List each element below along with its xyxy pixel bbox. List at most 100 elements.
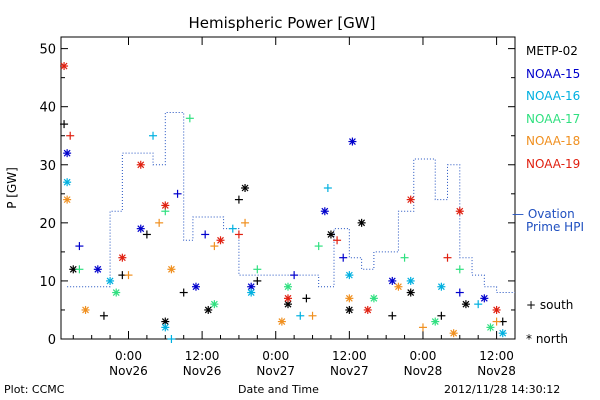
star-mark-d2 — [358, 219, 366, 227]
data-point — [418, 323, 427, 332]
data-point — [302, 294, 311, 303]
star-mark-d2 — [161, 318, 169, 326]
marker-north-label: north — [535, 332, 569, 346]
data-point — [161, 323, 170, 332]
star-mark-d2 — [63, 196, 71, 204]
data-point — [253, 276, 262, 285]
star-mark-d2 — [210, 300, 218, 308]
y-axis: 0 10 20 30 40 50 — [39, 43, 515, 348]
star-mark-d2 — [345, 294, 353, 302]
marker-legend-north: * north — [526, 332, 568, 346]
x-tick-label-date: Nov26 — [183, 364, 222, 378]
data-point — [492, 317, 501, 326]
star-mark-d2 — [348, 138, 356, 145]
footer-left: Plot: CCMC — [4, 383, 65, 396]
x-tick-label-date: Nov26 — [109, 364, 148, 378]
data-point — [437, 282, 446, 291]
star-mark-d2 — [204, 306, 212, 314]
star-mark-d2 — [278, 318, 286, 326]
data-point — [149, 131, 158, 140]
data-point — [369, 294, 378, 303]
data-point — [323, 184, 332, 192]
data-point — [443, 253, 452, 262]
star-mark-d2 — [63, 149, 71, 157]
data-point — [449, 329, 458, 338]
data-point — [455, 265, 464, 274]
data-point — [277, 317, 286, 326]
data-point — [455, 288, 464, 297]
ovation-label-line2: Prime HPI — [526, 220, 584, 234]
y-axis-label: P [GW] — [5, 167, 19, 209]
star-mark-d2 — [241, 184, 249, 192]
star-mark-d2 — [431, 318, 439, 326]
data-point — [339, 253, 348, 262]
data-point — [66, 131, 75, 140]
star-mark-d2 — [345, 306, 353, 314]
data-point — [388, 276, 397, 285]
data-point — [388, 311, 397, 320]
data-point — [234, 230, 243, 239]
data-point — [431, 317, 440, 326]
x-tick-label-date: Nov28 — [477, 364, 516, 378]
star-mark-d2 — [284, 294, 292, 302]
star-mark-d2 — [480, 294, 488, 302]
data-point — [75, 242, 84, 251]
y-tick-label: 50 — [39, 43, 56, 58]
footer-center: Date and Time — [238, 383, 319, 396]
data-point — [348, 137, 357, 146]
data-point — [191, 282, 200, 291]
star-mark-d2 — [137, 161, 145, 169]
data-point — [63, 178, 72, 187]
plot-area — [60, 36, 516, 340]
chart-title: Hemispheric Power [GW] — [189, 14, 376, 32]
star-mark-d2 — [487, 323, 494, 331]
data-point — [75, 265, 84, 274]
data-point — [345, 294, 354, 303]
star-mark-d2 — [247, 289, 255, 296]
star-mark-d2 — [94, 265, 102, 273]
data-point — [437, 311, 446, 320]
data-point — [394, 282, 403, 291]
data-point — [400, 253, 409, 262]
legend-entry: NOAA-17 — [526, 111, 581, 126]
y-tick-label: 10 — [39, 275, 56, 290]
data-point — [204, 305, 213, 314]
y-tick-label: 40 — [39, 101, 56, 116]
data-point — [124, 271, 133, 280]
series-legend: METP-02 NOAA-15 NOAA-16 NOAA-17 NOAA-18 NOAA-… — [526, 44, 580, 179]
data-point — [216, 236, 225, 245]
data-point — [345, 305, 354, 314]
star-mark-d2 — [63, 178, 71, 186]
data-point — [179, 288, 188, 297]
star-mark-d2 — [407, 196, 415, 204]
data-point — [363, 305, 372, 314]
ovation-dash: — — [512, 207, 528, 221]
x-tick-label-time: 12:00 — [185, 349, 220, 363]
x-tick-label-date: Nov27 — [330, 364, 369, 378]
star-mark-d2 — [192, 283, 200, 291]
star-mark-d2 — [388, 277, 396, 285]
data-point — [210, 242, 219, 251]
star-mark-d2 — [407, 277, 415, 285]
ovation-series — [67, 112, 515, 294]
x-tick-label-date: Nov28 — [404, 364, 443, 378]
data-point — [136, 224, 145, 233]
data-point — [284, 294, 292, 303]
data-point — [480, 294, 489, 303]
star-mark-d2 — [327, 231, 335, 238]
star-mark-d2 — [137, 225, 145, 233]
star-mark-d2 — [284, 283, 292, 291]
data-point — [173, 189, 182, 198]
star-mark-d2 — [462, 300, 470, 308]
data-points — [60, 62, 507, 343]
marker-south-label: south — [539, 298, 574, 312]
star-mark-d2 — [284, 300, 292, 308]
data-point — [234, 195, 243, 204]
data-point — [93, 265, 102, 274]
data-point — [406, 276, 415, 285]
data-point — [284, 282, 292, 291]
data-point — [326, 230, 335, 239]
data-point — [228, 224, 237, 233]
star-mark-d2 — [345, 271, 353, 279]
data-point — [461, 300, 470, 309]
